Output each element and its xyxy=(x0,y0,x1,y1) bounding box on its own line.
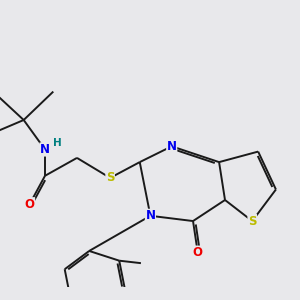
Text: O: O xyxy=(25,198,34,211)
Text: N: N xyxy=(40,143,50,156)
Text: S: S xyxy=(248,214,256,228)
Text: N: N xyxy=(167,140,177,153)
Text: S: S xyxy=(106,171,114,184)
Text: O: O xyxy=(193,246,203,259)
Text: N: N xyxy=(146,209,155,222)
Text: H: H xyxy=(52,137,62,148)
